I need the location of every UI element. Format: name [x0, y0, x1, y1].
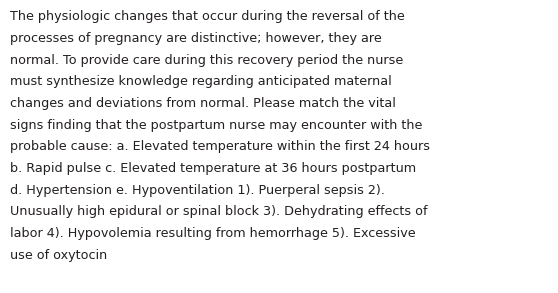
Text: changes and deviations from normal. Please match the vital: changes and deviations from normal. Plea… — [10, 97, 396, 110]
Text: labor 4). Hypovolemia resulting from hemorrhage 5). Excessive: labor 4). Hypovolemia resulting from hem… — [10, 227, 416, 240]
Text: probable cause: a. Elevated temperature within the first 24 hours: probable cause: a. Elevated temperature … — [10, 140, 430, 153]
Text: must synthesize knowledge regarding anticipated maternal: must synthesize knowledge regarding anti… — [10, 75, 392, 88]
Text: normal. To provide care during this recovery period the nurse: normal. To provide care during this reco… — [10, 54, 403, 67]
Text: d. Hypertension e. Hypoventilation 1). Puerperal sepsis 2).: d. Hypertension e. Hypoventilation 1). P… — [10, 184, 385, 197]
Text: processes of pregnancy are distinctive; however, they are: processes of pregnancy are distinctive; … — [10, 32, 382, 45]
Text: Unusually high epidural or spinal block 3). Dehydrating effects of: Unusually high epidural or spinal block … — [10, 205, 427, 218]
Text: The physiologic changes that occur during the reversal of the: The physiologic changes that occur durin… — [10, 10, 405, 23]
Text: b. Rapid pulse c. Elevated temperature at 36 hours postpartum: b. Rapid pulse c. Elevated temperature a… — [10, 162, 416, 175]
Text: use of oxytocin: use of oxytocin — [10, 249, 107, 262]
Text: signs finding that the postpartum nurse may encounter with the: signs finding that the postpartum nurse … — [10, 119, 422, 132]
